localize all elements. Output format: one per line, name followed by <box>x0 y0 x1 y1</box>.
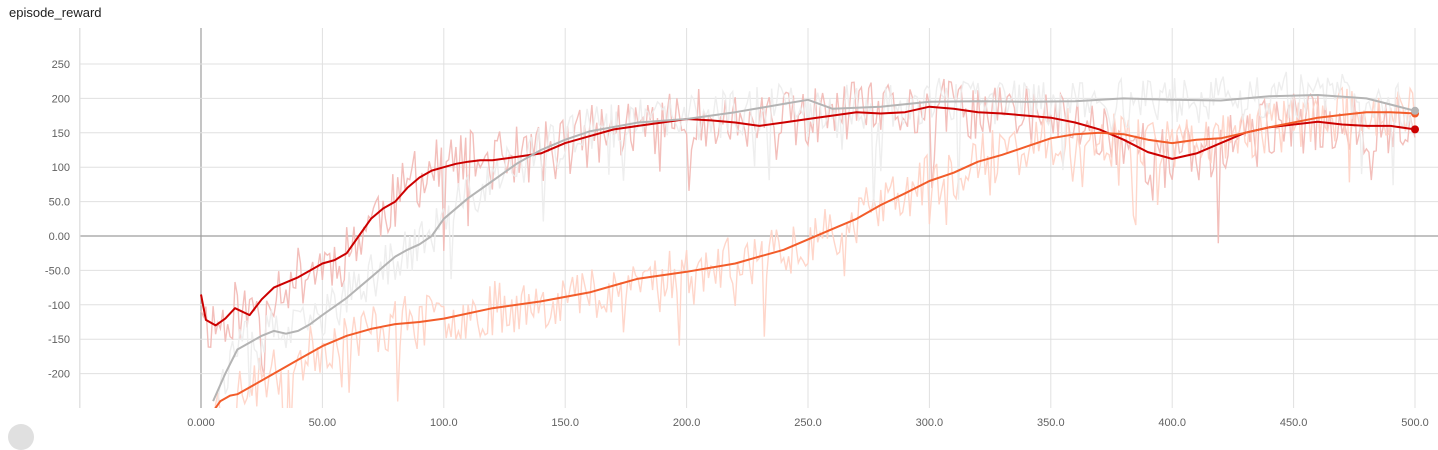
x-tick-label: 400.0 <box>1158 417 1186 429</box>
series-line <box>212 94 1416 402</box>
x-tick-label: 250.0 <box>794 417 822 429</box>
x-tick-label: 150.0 <box>551 417 579 429</box>
x-tick-label: 0.000 <box>187 417 215 429</box>
episode-reward-chart: 0.000 50.00 100.0 150.0 200.0 250.0 300.0 350.0… <box>45 28 1438 429</box>
y-tick-label: 250 <box>52 59 70 71</box>
smoothed-series-layer <box>200 94 1419 408</box>
x-tick-label: 300.0 <box>916 417 944 429</box>
x-tick-label: 100.0 <box>430 417 458 429</box>
y-tick-label: -200 <box>48 369 70 381</box>
y-tick-label: 100 <box>52 162 70 174</box>
raw-series-line <box>214 86 1416 408</box>
series-line <box>200 105 1416 327</box>
x-tick-label: 450.0 <box>1280 417 1308 429</box>
series-end-point <box>1411 106 1419 115</box>
y-tick-label: -150 <box>48 334 70 346</box>
x-tick-label: 50.00 <box>309 417 337 429</box>
raw-series-layer <box>200 71 1416 408</box>
y-tick-label: 0.00 <box>49 231 70 243</box>
raw-series-line <box>200 78 1416 377</box>
x-tick-label: 350.0 <box>1037 417 1065 429</box>
raw-series-line <box>216 71 1416 408</box>
y-tick-label: -100 <box>48 300 70 312</box>
y-tick-label: 200 <box>52 93 70 105</box>
x-tick-label: 500.0 <box>1401 417 1429 429</box>
expand-chart-button[interactable] <box>8 424 34 450</box>
y-tick-label: 50.0 <box>49 197 70 209</box>
x-tick-label: 200.0 <box>673 417 701 429</box>
tick-labels: 0.000 50.00 100.0 150.0 200.0 250.0 300.0 350.0… <box>45 59 1429 429</box>
series-end-point <box>1411 125 1419 134</box>
y-tick-label: -50.0 <box>45 265 70 277</box>
y-tick-label: 150 <box>52 128 70 140</box>
chart-title: episode_reward <box>9 5 102 20</box>
grid-lines <box>79 28 1438 408</box>
series-line <box>214 111 1416 408</box>
